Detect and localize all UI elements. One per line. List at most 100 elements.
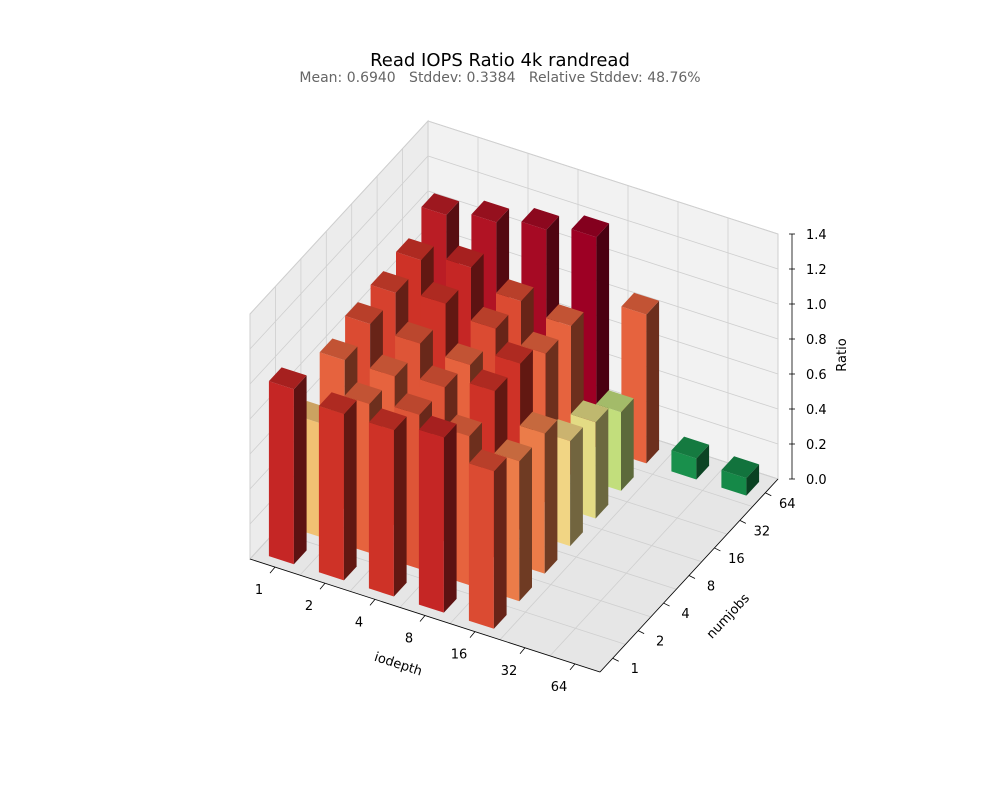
bar-top-face	[345, 302, 383, 324]
bar-iodepth-4-numjobs-1	[368, 408, 407, 597]
bar-top-face	[570, 400, 609, 423]
z-tick-label: 0.4	[806, 403, 827, 418]
bar-front-face	[268, 381, 294, 565]
bar-top-face	[521, 208, 560, 230]
bar-side-face	[595, 408, 609, 519]
bar-top-face	[446, 245, 484, 268]
bar-top-face	[571, 215, 610, 238]
bar-top-face	[396, 238, 434, 261]
bar-front-face	[318, 406, 344, 581]
x-tick	[319, 582, 326, 590]
bar-side-face	[293, 375, 307, 565]
bar-top-face	[469, 369, 508, 392]
bar-top-face	[596, 390, 634, 413]
bar-top-face	[319, 338, 358, 361]
y-axis-label: numjobs	[704, 591, 753, 642]
bar-top-face	[318, 392, 357, 415]
bar-top-face	[721, 456, 760, 479]
bar-top-face	[671, 436, 710, 459]
bar-front-face	[368, 422, 394, 597]
bars-group	[268, 193, 760, 629]
x-tick	[269, 566, 276, 574]
y-tick-label: 8	[707, 580, 715, 595]
bar-iodepth-32-numjobs-64	[671, 436, 710, 480]
bar-side-face	[621, 398, 634, 491]
bar-side-face	[493, 457, 507, 629]
bar-top-face	[468, 449, 507, 472]
chart-subtitle: Mean: 0.6940 Stddev: 0.3384 Relative Std…	[299, 70, 701, 86]
y-tick	[714, 547, 721, 552]
y-tick	[663, 602, 670, 607]
bar-side-face	[393, 416, 407, 597]
bar-top-face	[445, 343, 483, 365]
x-tick	[369, 599, 376, 606]
bar-iodepth-16-numjobs-1	[468, 449, 507, 629]
bar-iodepth-8-numjobs-1	[418, 415, 457, 613]
x-tick	[419, 615, 426, 622]
bar-top-face	[470, 306, 509, 329]
y-tick-label: 4	[681, 607, 689, 622]
x-tick-label: 4	[355, 615, 363, 630]
bar-iodepth-1-numjobs-1	[268, 367, 307, 565]
y-tick-label: 1	[631, 662, 639, 677]
x-tick	[519, 647, 526, 655]
z-tick-label: 0.0	[806, 473, 827, 488]
z-tick-label: 0.6	[806, 368, 827, 383]
bar-side-face	[596, 223, 610, 448]
z-tick-label: 1.4	[806, 228, 827, 243]
bar-top-face	[368, 408, 407, 431]
y-tick	[765, 492, 772, 497]
bar-front-face	[671, 450, 697, 480]
x-tick-label: 32	[501, 664, 518, 679]
x-tick	[569, 663, 576, 671]
bar-top-face	[520, 331, 559, 354]
x-tick	[469, 631, 476, 638]
bar-side-face	[646, 300, 660, 464]
bar-top-face	[495, 341, 533, 364]
bar-side-face	[696, 444, 710, 480]
bar-iodepth-2-numjobs-1	[318, 392, 357, 581]
z-tick-label: 0.8	[806, 333, 827, 348]
chart-title: Read IOPS Ratio 4k randread	[370, 50, 630, 71]
x-tick-label: 2	[305, 599, 313, 614]
x-tick-label: 1	[255, 583, 263, 598]
bar-top-face	[621, 292, 660, 315]
y-tick-label: 32	[754, 524, 771, 539]
bar-top-face	[370, 271, 409, 293]
bar-side-face	[746, 464, 760, 496]
y-tick-label: 64	[779, 497, 796, 512]
bar-top-face	[471, 200, 510, 223]
x-tick-label: 16	[451, 648, 468, 663]
bar-side-face	[343, 400, 357, 581]
bar-top-face	[546, 304, 584, 326]
bar-top-face	[494, 439, 532, 462]
x-tick-label: 8	[405, 632, 413, 647]
bar-top-face	[344, 382, 382, 404]
bar-top-face	[394, 393, 432, 415]
bar-front-face	[468, 463, 494, 629]
bar-top-face	[519, 411, 558, 434]
bar-top-face	[420, 282, 459, 304]
z-axis-label: Ratio	[835, 338, 850, 371]
x-axis-label: iodepth	[372, 650, 424, 680]
bar-top-face	[496, 279, 534, 302]
y-tick-label: 2	[656, 635, 664, 650]
z-tick-label: 1.2	[806, 263, 827, 278]
y-tick	[637, 630, 645, 635]
y-tick	[612, 657, 619, 662]
bar-top-face	[421, 193, 460, 215]
bar-top-face	[418, 415, 457, 438]
z-tick-label: 1.0	[806, 298, 827, 313]
y-tick	[739, 519, 747, 524]
bar-iodepth-64-numjobs-64	[721, 456, 760, 496]
x-tick-label: 64	[551, 680, 568, 695]
bar-top-face	[268, 367, 307, 390]
z-tick-label: 0.2	[806, 438, 827, 453]
bar-side-face	[519, 447, 532, 602]
bar-side-face	[570, 427, 583, 547]
bar-top-face	[419, 365, 458, 388]
y-tick-label: 16	[728, 552, 745, 567]
bar-front-face	[418, 429, 444, 613]
bar-top-face	[395, 321, 433, 344]
